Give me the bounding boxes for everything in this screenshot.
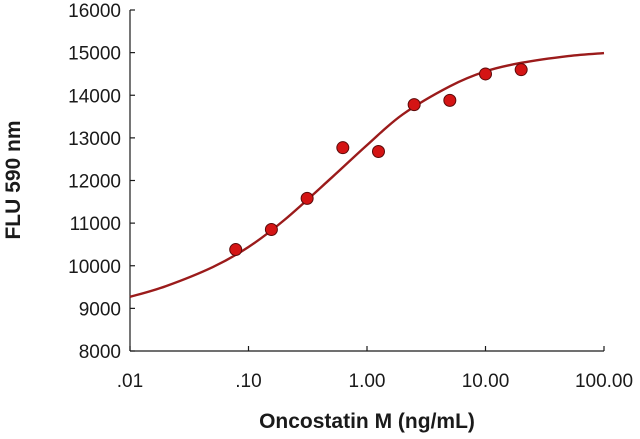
y-tick-label: 10000 [68,257,121,278]
data-point [300,191,314,205]
data-point [229,243,243,257]
data-points-layer [229,63,528,257]
y-tick-label: 9000 [79,299,121,320]
x-axis-title: Oncostatin M (ng/mL) [259,410,475,433]
fit-curve [129,51,605,299]
x-tick-label: 1.00 [349,371,386,392]
data-point [407,98,421,112]
y-ticks: 8000 9000 10000 11000 12000 13000 14000 15000 16… [68,1,135,363]
x-ticks: .01 .10 1.00 10.00 100.00 [117,346,633,392]
y-axis-title: FLU 590 nm [2,120,25,239]
y-tick-label: 13000 [68,129,121,150]
x-tick-label: 100.00 [575,371,633,392]
x-tick-label: .01 [117,371,143,392]
x-tick-label: .10 [235,371,261,392]
data-point [443,93,457,107]
data-point [371,145,385,159]
data-point [264,223,278,237]
data-point [336,141,350,155]
y-tick-label: 15000 [68,44,121,65]
data-point [514,63,528,77]
x-tick-label: 10.00 [462,371,510,392]
y-tick-label: 8000 [79,342,121,363]
y-tick-label: 12000 [68,172,121,193]
data-point [479,67,492,81]
y-tick-label: 14000 [68,86,121,107]
fit-curve-layer [129,51,605,299]
y-tick-label: 11000 [70,214,121,235]
y-tick-label: 16000 [68,1,121,22]
